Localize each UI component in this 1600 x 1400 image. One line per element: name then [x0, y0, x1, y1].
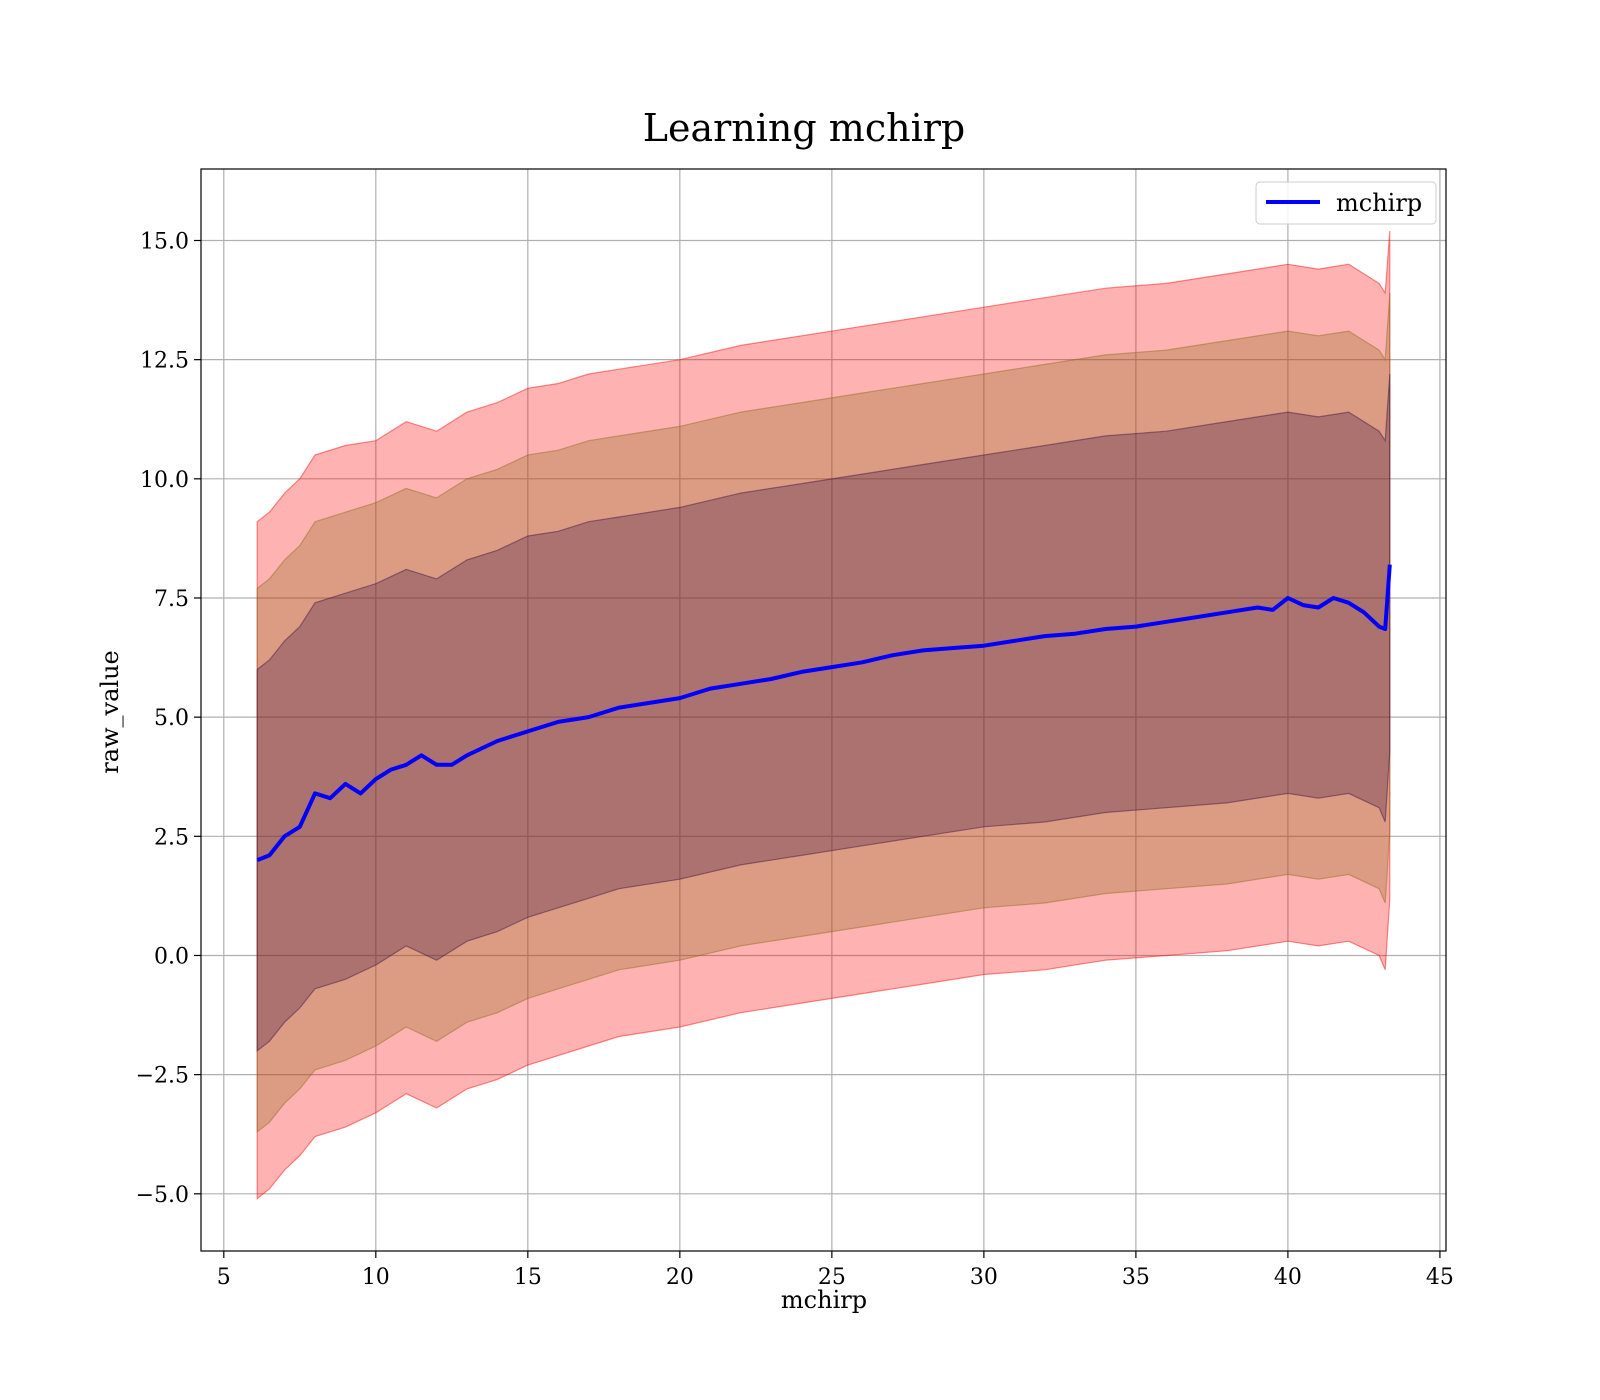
- x-axis-ticks: 5 10 15 20 25 30 35 40 45: [217, 1251, 1454, 1290]
- x-tick-label: 45: [1426, 1265, 1454, 1290]
- y-axis-label: raw_value: [96, 650, 124, 774]
- y-tick-label: 15.0: [140, 229, 189, 254]
- x-tick-label: 10: [362, 1265, 390, 1290]
- chart-title: Learning mchirp: [643, 106, 965, 150]
- series-lines: [256, 564, 1392, 862]
- series-line-mchirp: [256, 564, 1392, 862]
- x-tick-label: 40: [1274, 1265, 1302, 1290]
- y-tick-label: 5.0: [154, 706, 189, 731]
- x-axis-label: mchirp: [781, 1286, 867, 1314]
- y-tick-label: 2.5: [154, 825, 189, 850]
- y-axis-ticks: −5.0 −2.5 0.0 2.5 5.0 7.5 10.0 12.5 15.0: [136, 229, 201, 1208]
- y-tick-label: 10.0: [140, 468, 189, 493]
- legend-box: [1255, 181, 1437, 225]
- y-tick-label: −5.0: [136, 1183, 189, 1208]
- y-tick-label: −2.5: [136, 1064, 189, 1089]
- y-tick-label: 12.5: [140, 349, 189, 374]
- plot-frame: [200, 168, 1447, 1252]
- band-1: [256, 230, 1391, 1200]
- x-tick-label: 35: [1122, 1265, 1150, 1290]
- grid: [201, 169, 1446, 1251]
- y-tick-label: 7.5: [154, 587, 189, 612]
- x-tick-label: 15: [514, 1265, 542, 1290]
- x-tick-label: 20: [666, 1265, 694, 1290]
- x-tick-label: 5: [217, 1265, 231, 1290]
- legend: mchirp: [1255, 181, 1437, 225]
- confidence-bands: [256, 230, 1391, 1200]
- band-3: [256, 373, 1391, 1053]
- y-tick-label: 0.0: [154, 944, 189, 969]
- band-2: [256, 292, 1391, 1134]
- x-tick-label: 30: [970, 1265, 998, 1290]
- legend-label-mchirp: mchirp: [1336, 189, 1422, 217]
- x-tick-label: 25: [818, 1265, 846, 1290]
